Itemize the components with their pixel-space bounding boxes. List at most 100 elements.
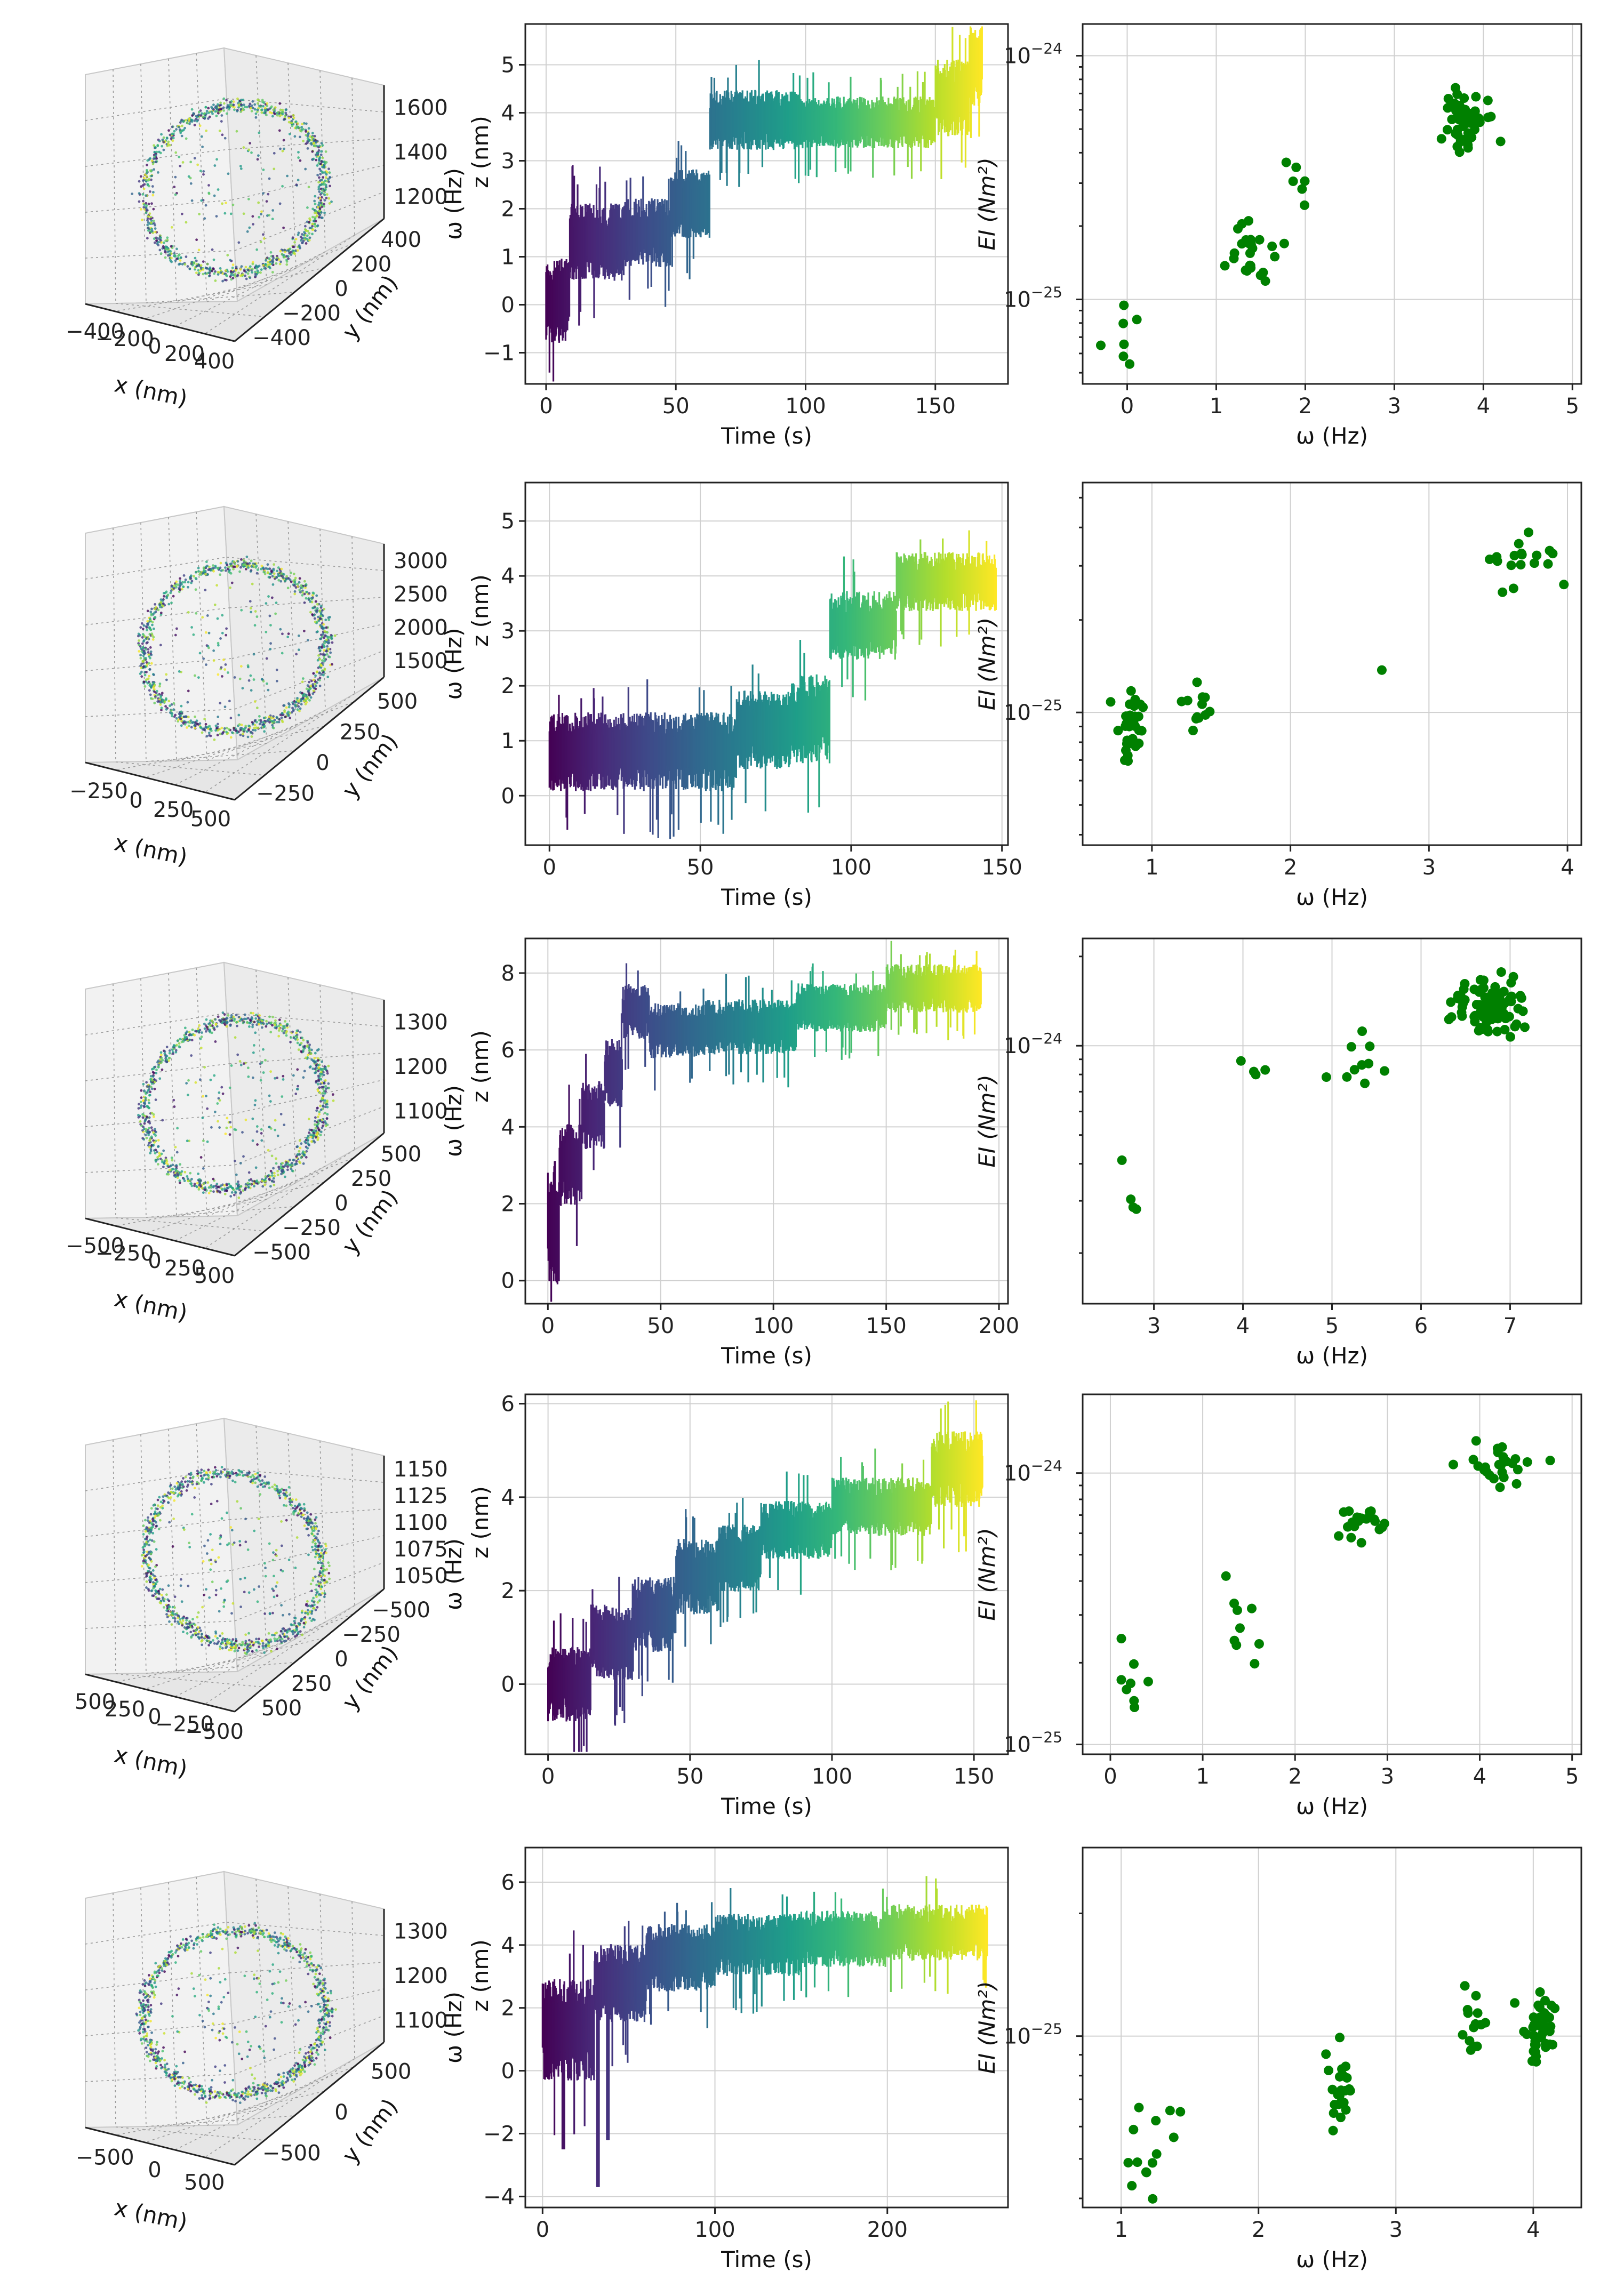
ei0-xtick-label-2: 2 <box>1299 394 1312 419</box>
ei4-point-87 <box>1545 2026 1555 2036</box>
ts1-ytick-label-3: 3 <box>501 619 515 644</box>
ei2-xtick-label-3: 6 <box>1414 1314 1428 1338</box>
ei1-point-34 <box>1124 721 1134 732</box>
ts4-ytick-label-1: −2 <box>483 2122 515 2146</box>
ts1-xtick-label-3: 150 <box>982 855 1022 880</box>
ts0-xtick-label-2: 100 <box>785 394 826 419</box>
traj1-ytick-2: 250 <box>340 720 380 744</box>
ei4-point-47 <box>1472 2041 1482 2051</box>
ei0-point-25 <box>1233 224 1243 234</box>
ei3-point-61 <box>1498 1452 1508 1462</box>
ei0-point-91 <box>1451 106 1461 116</box>
ts2-xtick-label-4: 200 <box>979 1314 1019 1338</box>
traj3-ytick-2: 0 <box>334 1647 348 1672</box>
traj3-ytick-1: 250 <box>291 1672 332 1696</box>
ei2-point-79 <box>1478 1012 1488 1022</box>
ei0-ytick-label-1: 10−24 <box>1004 40 1062 69</box>
ei4-ylabel: EI (Nm²) <box>974 1981 1000 2074</box>
traj4-yaxis-line <box>234 2041 385 2166</box>
traj1-yaxis-line <box>234 676 385 801</box>
ei4-xtick-label-3: 4 <box>1526 2218 1540 2242</box>
traj3-ztick-2: 1100 <box>394 1511 448 1535</box>
ei4-point-34 <box>1335 2113 1346 2123</box>
ei2-point-66 <box>1508 972 1518 982</box>
ei1-ylabel: EI (Nm²) <box>974 617 1000 710</box>
ei1-point-51 <box>1524 527 1534 537</box>
ei2-point-0 <box>1126 1194 1136 1205</box>
ei2-point-87 <box>1483 1024 1493 1034</box>
traj3-ytick-0: 500 <box>261 1696 302 1721</box>
ei2-point-10 <box>1365 1041 1375 1051</box>
ei2-point-84 <box>1453 990 1463 1000</box>
traj3-xtick-3: −250 <box>155 1712 214 1737</box>
ei4-point-29 <box>1329 2108 1339 2118</box>
traj0-xtick-2: 0 <box>148 334 161 359</box>
ei0-point-85 <box>1452 125 1462 135</box>
ts4-ylabel: ω (Hz) <box>441 1992 467 2064</box>
ei2-point-94 <box>1458 999 1468 1009</box>
ei0-point-92 <box>1443 103 1453 113</box>
ei0-point-62 <box>1459 93 1469 103</box>
traj1-xtick-0: −250 <box>69 779 128 804</box>
ei2-point-32 <box>1496 967 1506 977</box>
traj2-ytick-1: −250 <box>282 1216 341 1240</box>
ei4-point-10 <box>1123 2157 1133 2167</box>
ei4-point-3 <box>1151 2149 1162 2159</box>
ei0-point-1 <box>1119 339 1129 349</box>
ei0-point-81 <box>1462 116 1472 126</box>
traj3-xlabel: x (nm) <box>112 1741 190 1782</box>
traj1-ztick-1: 2000 <box>394 615 448 640</box>
ei3-point-4 <box>1129 1659 1139 1669</box>
traj0-ytick-2: 0 <box>334 277 348 301</box>
traj0-ytick-3: 200 <box>351 252 391 277</box>
ei4-point-67 <box>1545 2040 1555 2050</box>
omega-timeseries-0: 0 50 100 150 −1 0 1 2 3 4 5 Time (s) ω (Hz) <box>441 23 1009 449</box>
ts2-ytick-label-4: 8 <box>501 961 515 986</box>
ei0-frame <box>1082 23 1582 385</box>
ei0-point-13 <box>1237 239 1247 249</box>
traj4-xtick-2: 500 <box>184 2170 225 2195</box>
traj1-xtick-1: 0 <box>129 788 142 813</box>
ts0-ytick-label-4: 3 <box>501 149 515 174</box>
ei0-point-30 <box>1244 238 1254 248</box>
traj0-ytick-4: 400 <box>381 228 421 252</box>
ei1-point-29 <box>1129 701 1139 711</box>
ei3-point-8 <box>1247 1603 1257 1613</box>
ei2-point-82 <box>1469 984 1479 994</box>
traj1-ztick-0: 1500 <box>394 649 448 673</box>
ts2-ytick-label-2: 4 <box>501 1115 515 1139</box>
ei1-point-42 <box>1192 677 1202 687</box>
ts2-xtick-label-0: 0 <box>541 1314 555 1338</box>
ei1-xtick-label-2: 3 <box>1422 855 1436 880</box>
ei4-xtick-label-0: 1 <box>1114 2218 1127 2242</box>
ts1-ylabel: ω (Hz) <box>441 628 467 700</box>
ei0-point-2 <box>1125 359 1135 369</box>
ts4-ytick-label-5: 6 <box>501 1870 515 1895</box>
traj1-xtick-2: 250 <box>153 798 194 822</box>
ei4-point-0 <box>1151 2116 1161 2126</box>
ei1-frame <box>1082 481 1582 846</box>
ei1-point-65 <box>1492 556 1502 566</box>
ei2-point-90 <box>1505 1032 1515 1042</box>
ei1-point-49 <box>1543 559 1553 569</box>
traj4-points <box>135 1922 337 2104</box>
traj2-xtick-3: 250 <box>164 1256 205 1281</box>
ei1-xtick-label-3: 4 <box>1561 855 1574 880</box>
ei4-point-7 <box>1147 2158 1157 2168</box>
ts3-xtick-label-1: 50 <box>676 1764 703 1789</box>
ei2-point-56 <box>1470 1010 1480 1021</box>
ei1-point-1 <box>1113 726 1123 736</box>
ei1-ytick-label-0: 10−25 <box>1004 696 1062 725</box>
traj1-ztick-2: 2500 <box>394 582 448 607</box>
ei2-point-38 <box>1519 1022 1530 1032</box>
ts0-ytick-label-6: 5 <box>501 53 515 78</box>
traj2-ztick-0: 1100 <box>394 1099 448 1123</box>
ei4-point-49 <box>1473 2008 1483 2018</box>
ei1-point-64 <box>1529 558 1539 568</box>
ts4-ytick-label-4: 4 <box>501 1933 515 1958</box>
traj3-xtick-0: 500 <box>75 1690 115 1714</box>
ei0-point-90 <box>1460 105 1470 115</box>
ei1-point-62 <box>1498 587 1508 597</box>
ei0-point-87 <box>1486 111 1496 122</box>
ts0-ytick-label-3: 2 <box>501 197 515 222</box>
